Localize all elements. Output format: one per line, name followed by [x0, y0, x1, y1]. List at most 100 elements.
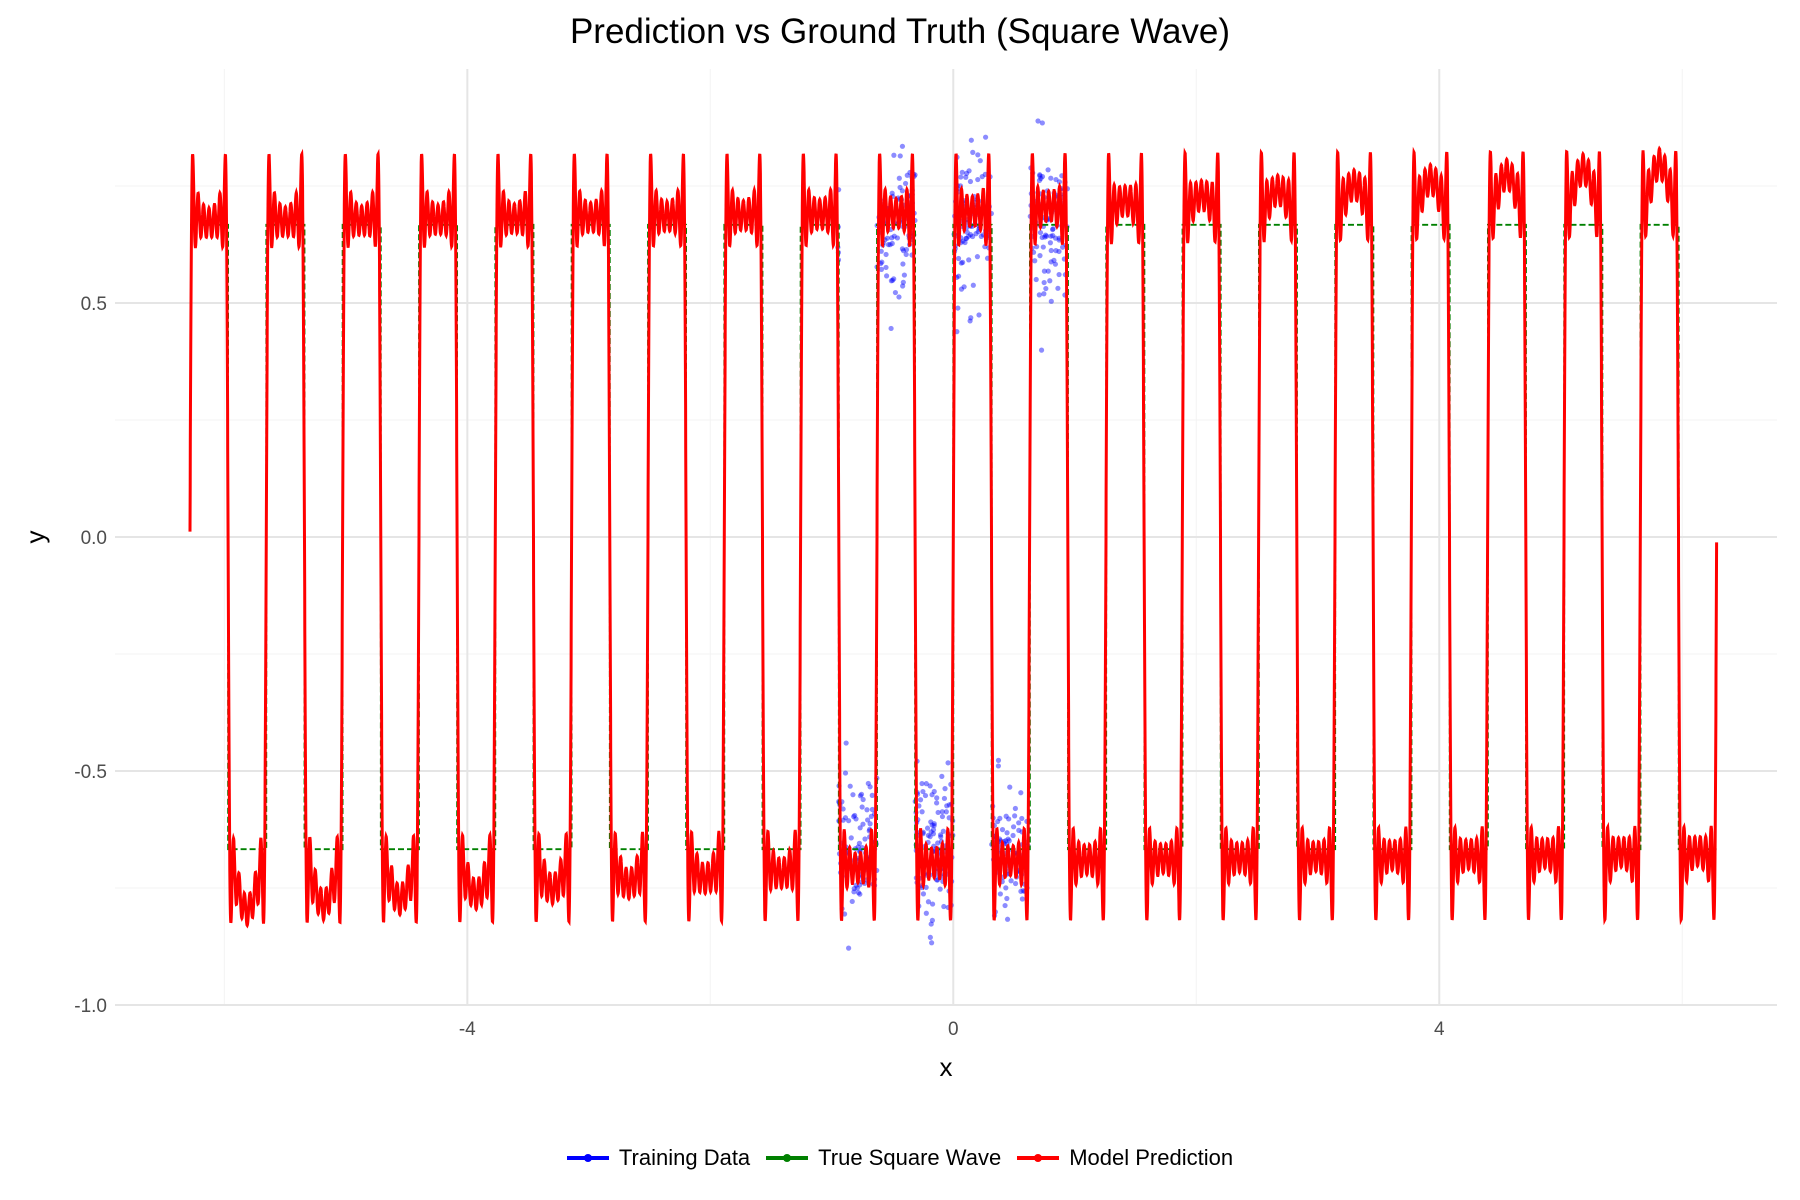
training-point [958, 260, 964, 266]
training-point [851, 889, 857, 895]
training-point [1035, 118, 1041, 124]
training-point [902, 180, 909, 187]
training-point [1048, 233, 1054, 239]
training-point [867, 821, 873, 827]
training-point [901, 272, 907, 278]
training-point [857, 825, 863, 831]
training-point [903, 251, 909, 258]
training-point [854, 885, 860, 891]
training-point [963, 235, 970, 242]
training-point [964, 229, 970, 235]
training-point [934, 795, 940, 801]
training-point [896, 175, 902, 181]
training-point [888, 278, 894, 284]
training-point [1041, 291, 1047, 297]
training-point [960, 238, 966, 244]
training-point [939, 813, 946, 820]
training-point [899, 246, 906, 252]
training-point [888, 325, 894, 332]
training-point [896, 294, 902, 300]
training-point [846, 945, 852, 951]
training-point [1018, 790, 1024, 796]
training-point [869, 792, 875, 798]
training-point [935, 809, 941, 816]
training-point [1006, 816, 1012, 822]
training-point [1002, 902, 1008, 909]
training-point [920, 788, 926, 795]
training-point [927, 934, 933, 940]
x-tick-label: 0 [948, 1019, 959, 1040]
training-point [931, 788, 937, 795]
training-point [927, 834, 933, 840]
y-tick-label: 0.0 [81, 528, 107, 549]
training-point [929, 792, 935, 798]
training-point [941, 795, 948, 802]
training-point [889, 277, 896, 283]
training-point [962, 239, 968, 246]
training-point [928, 921, 934, 927]
training-point [889, 190, 895, 196]
training-point [1010, 832, 1016, 839]
training-point [868, 813, 874, 819]
training-point [851, 885, 857, 892]
training-point [842, 770, 849, 776]
training-point [928, 829, 934, 835]
training-point [967, 318, 973, 324]
training-point [970, 282, 976, 288]
training-point [865, 817, 871, 823]
training-point [1036, 177, 1043, 184]
training-point [982, 134, 989, 140]
training-point [850, 792, 856, 798]
y-tick-label: -1.0 [74, 996, 107, 1017]
training-point [864, 807, 870, 813]
training-point [900, 248, 907, 254]
training-point [1055, 285, 1061, 291]
training-point [1037, 172, 1043, 178]
training-point [879, 259, 885, 265]
training-point [899, 188, 905, 194]
training-point [889, 235, 895, 241]
training-point [860, 821, 866, 827]
training-point [966, 168, 972, 174]
training-point [1053, 176, 1059, 183]
training-point [937, 886, 943, 892]
training-point [1003, 838, 1009, 844]
training-point [1056, 179, 1063, 185]
training-point [1003, 813, 1009, 819]
training-point [967, 178, 974, 185]
training-point [977, 158, 983, 164]
training-point [894, 235, 900, 241]
training-point [865, 780, 871, 787]
training-point [884, 273, 890, 279]
chart-title: Prediction vs Ground Truth (Square Wave) [569, 12, 1231, 51]
training-point [1048, 259, 1054, 265]
training-point [903, 247, 910, 253]
training-point [931, 821, 937, 827]
training-point [900, 283, 906, 289]
training-point [942, 786, 948, 792]
training-point [920, 891, 927, 897]
training-point [938, 834, 944, 840]
training-point [946, 815, 952, 821]
training-point [1010, 824, 1017, 830]
training-point [857, 793, 864, 799]
training-point [943, 809, 949, 815]
training-point [867, 784, 873, 790]
training-point [970, 233, 976, 240]
training-point [961, 284, 967, 290]
legend-item-true: True Square Wave [766, 1145, 1001, 1171]
training-point [900, 261, 906, 267]
legend-label-prediction: Model Prediction [1069, 1145, 1234, 1170]
legend: Training Data True Square Wave Model Pre… [0, 1145, 1800, 1171]
training-point [975, 152, 981, 158]
training-point [939, 773, 945, 779]
training-point [856, 840, 862, 846]
training-point [1050, 226, 1056, 233]
training-point [847, 783, 853, 789]
training-point [904, 172, 910, 178]
training-point [1006, 838, 1012, 844]
legend-label-training: Training Data [618, 1145, 751, 1170]
training-point [883, 264, 889, 271]
training-point [1012, 805, 1018, 812]
